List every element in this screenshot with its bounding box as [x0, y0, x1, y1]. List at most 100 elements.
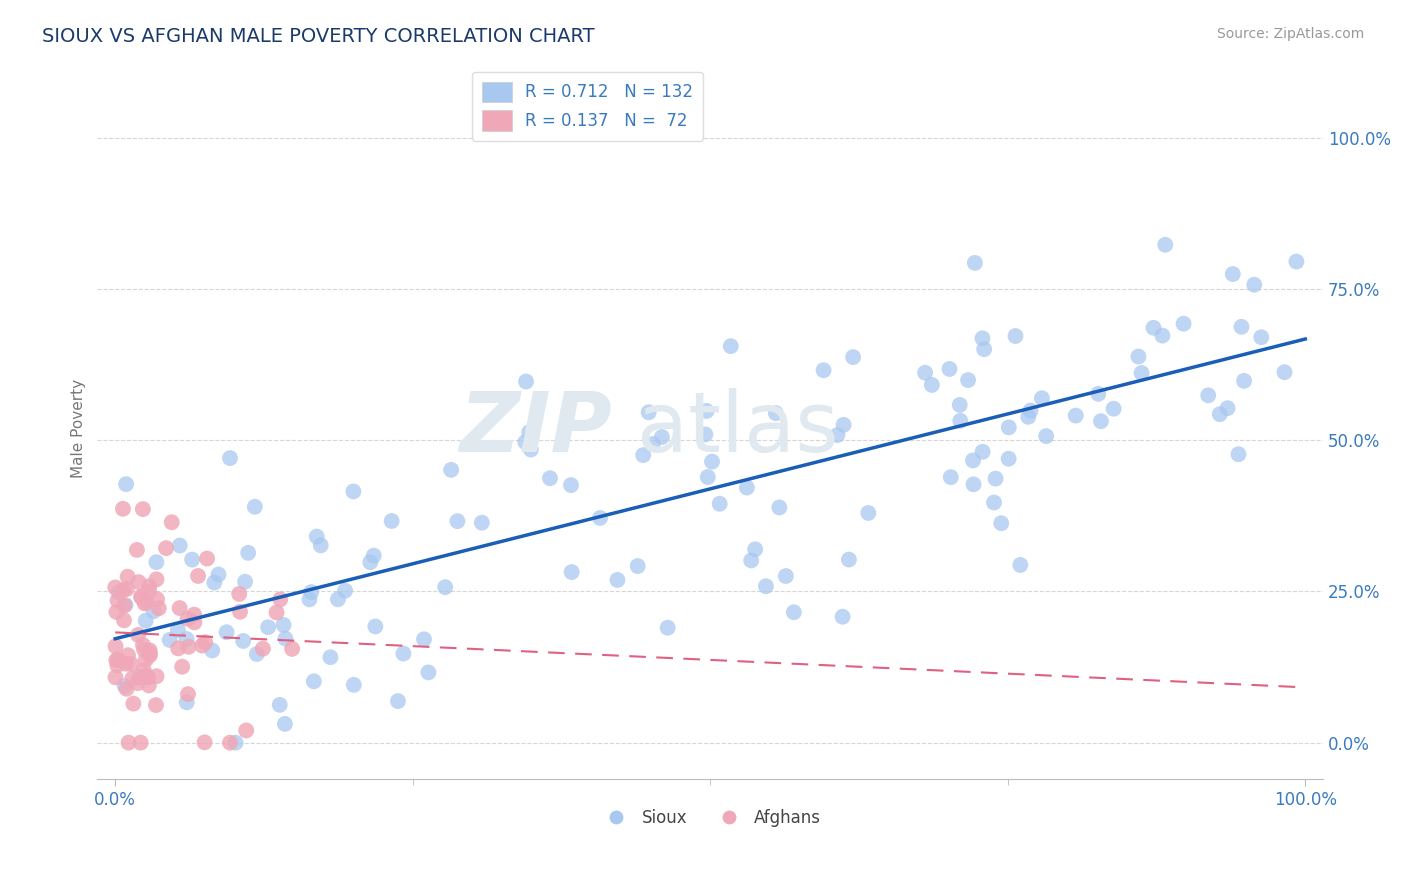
Point — [191, 639, 214, 653]
Point — [983, 495, 1005, 509]
Point — [202, 575, 225, 590]
Point — [128, 575, 150, 590]
Point — [471, 516, 494, 530]
Point — [128, 670, 150, 684]
Point — [273, 618, 295, 632]
Point — [146, 592, 169, 607]
Point — [257, 620, 280, 634]
Point — [111, 501, 134, 516]
Point — [696, 404, 718, 418]
Text: Source: ZipAtlas.com: Source: ZipAtlas.com — [1216, 27, 1364, 41]
Point — [1017, 409, 1039, 424]
Point — [183, 607, 205, 622]
Point — [145, 698, 167, 712]
Point — [517, 425, 540, 440]
Point — [440, 463, 463, 477]
Point — [105, 653, 128, 667]
Point — [520, 442, 543, 457]
Point — [342, 484, 364, 499]
Point — [134, 596, 156, 610]
Point — [114, 598, 136, 612]
Point — [195, 551, 218, 566]
Point — [939, 470, 962, 484]
Point — [997, 451, 1019, 466]
Legend: Sioux, Afghans: Sioux, Afghans — [593, 803, 827, 834]
Point — [343, 678, 366, 692]
Point — [274, 717, 297, 731]
Point — [104, 670, 127, 684]
Point — [949, 414, 972, 428]
Point — [1227, 447, 1250, 461]
Point — [972, 444, 994, 458]
Point — [446, 514, 468, 528]
Point — [768, 500, 790, 515]
Point — [775, 569, 797, 583]
Point — [735, 481, 758, 495]
Point — [813, 363, 835, 377]
Point — [858, 506, 880, 520]
Point — [606, 573, 628, 587]
Point — [160, 515, 183, 529]
Point — [117, 570, 139, 584]
Point — [207, 567, 229, 582]
Point — [914, 366, 936, 380]
Point — [651, 430, 673, 444]
Point — [589, 511, 612, 525]
Point — [225, 736, 247, 750]
Point — [1222, 267, 1244, 281]
Point — [1064, 409, 1087, 423]
Point — [266, 606, 288, 620]
Point — [1031, 391, 1053, 405]
Point — [115, 582, 138, 596]
Point — [963, 256, 986, 270]
Point — [105, 605, 128, 619]
Point — [309, 538, 332, 552]
Point — [219, 451, 242, 466]
Point — [129, 736, 152, 750]
Point — [434, 580, 457, 594]
Point — [172, 659, 194, 673]
Point — [177, 687, 200, 701]
Point — [364, 619, 387, 633]
Point — [1230, 319, 1253, 334]
Point — [148, 601, 170, 615]
Point — [637, 405, 659, 419]
Point — [201, 643, 224, 657]
Point — [229, 605, 252, 619]
Point — [177, 640, 200, 654]
Point — [121, 672, 143, 686]
Point — [176, 632, 198, 646]
Point — [1243, 277, 1265, 292]
Point — [115, 477, 138, 491]
Point — [176, 695, 198, 709]
Point — [107, 593, 129, 607]
Point — [990, 516, 1012, 531]
Point — [145, 555, 167, 569]
Point — [1142, 320, 1164, 334]
Point — [319, 650, 342, 665]
Point — [298, 592, 321, 607]
Point — [413, 632, 436, 647]
Point — [515, 435, 537, 450]
Text: SIOUX VS AFGHAN MALE POVERTY CORRELATION CHART: SIOUX VS AFGHAN MALE POVERTY CORRELATION… — [42, 27, 595, 45]
Point — [560, 478, 582, 492]
Point — [134, 643, 156, 657]
Point — [135, 614, 157, 628]
Point — [238, 546, 260, 560]
Point — [641, 437, 664, 451]
Point — [219, 736, 242, 750]
Point — [233, 574, 256, 589]
Point — [138, 584, 160, 599]
Point — [561, 565, 583, 579]
Point — [235, 723, 257, 738]
Point — [112, 613, 135, 627]
Point — [832, 417, 855, 432]
Point — [127, 628, 149, 642]
Point — [1216, 401, 1239, 416]
Point — [1090, 414, 1112, 428]
Point — [159, 632, 181, 647]
Point — [132, 502, 155, 516]
Point — [842, 350, 865, 364]
Point — [1154, 237, 1177, 252]
Point — [831, 609, 853, 624]
